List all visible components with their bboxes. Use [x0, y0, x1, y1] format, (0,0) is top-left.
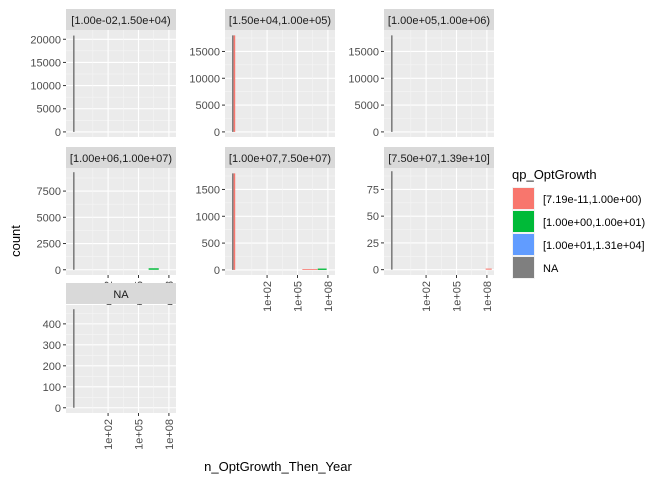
y-tick-label: 500: [202, 238, 220, 250]
y-tick-label: 10000: [30, 81, 61, 93]
x-tick-label: 1e+08: [323, 281, 335, 312]
facet-strip-label: [1.00e+05,1.00e+06): [388, 15, 490, 27]
y-tick-label: 15000: [189, 46, 220, 58]
x-tick-label: 1e+08: [164, 419, 176, 450]
legend-item: [1.00e+00,1.00e+01): [512, 210, 645, 233]
histogram-bar: [233, 35, 236, 132]
legend-label: [1.00e+00,1.00e+01): [543, 217, 645, 229]
y-tick-label: 25: [367, 238, 379, 250]
y-tick-label: 20000: [30, 34, 61, 46]
x-tick-label: 1e+05: [292, 281, 304, 312]
legend-swatch: [513, 211, 534, 232]
y-tick-label: 0: [55, 403, 61, 415]
legend-swatch: [513, 257, 534, 278]
y-tick-label: 1500: [196, 184, 220, 196]
y-axis-title: count: [8, 225, 23, 257]
y-tick-label: 0: [55, 265, 61, 277]
facet-strip: [66, 283, 176, 304]
y-tick-label: 400: [43, 319, 61, 331]
facet-strip-label: [1.00e+07,7.50e+07): [229, 153, 331, 165]
facet-strip: [66, 9, 176, 30]
x-tick-label: 1e+08: [482, 281, 494, 312]
y-tick-label: 15000: [30, 57, 61, 69]
y-tick-label: 2500: [37, 239, 61, 251]
facet-panel: [7.50e+07,1.39e+10] 0 25 50 75 1e+02 1e+05 1e+0…: [367, 147, 494, 312]
facet-panel: [1.00e-02,1.50e+04) 0 5000 10000 15000 20000: [30, 9, 176, 139]
legend-item: [1.00e+01,1.31e+04]: [512, 233, 645, 256]
histogram-bar: [485, 268, 492, 270]
y-tick-label: 10000: [189, 73, 220, 85]
y-tick-label: 5000: [196, 100, 220, 112]
facet-strip: [384, 9, 494, 30]
facet-strip: [384, 147, 494, 168]
facet-panel: [1.00e+07,7.50e+07) 0 500 1000 1500 1e+02 1e+0…: [196, 147, 335, 312]
panel-background: [225, 168, 335, 275]
x-tick-label: 1e+05: [451, 281, 463, 312]
histogram-bar: [232, 35, 234, 132]
y-tick-label: 1000: [196, 211, 220, 223]
facet-strip-label: [1.00e+06,1.00e+07): [70, 153, 172, 165]
x-tick-label: 1e+02: [262, 281, 274, 312]
facet-panel: [1.50e+04,1.00e+05) 0 5000 10000 15000: [189, 9, 335, 139]
histogram-bar: [232, 173, 234, 270]
y-tick-label: 100: [43, 382, 61, 394]
histogram-bar: [391, 35, 393, 132]
panel-background: [66, 168, 176, 275]
panel-background: [66, 305, 176, 413]
facet-panel: [1.00e+06,1.00e+07)02500500075001e+021e+…: [37, 147, 176, 312]
y-tick-label: 50: [367, 211, 379, 223]
facet-strip-label: [7.50e+07,1.39e+10]: [388, 153, 490, 165]
y-tick-label: 0: [55, 127, 61, 139]
y-tick-label: 7500: [37, 186, 61, 198]
y-tick-label: 15000: [348, 46, 379, 58]
y-tick-label: 0: [373, 265, 379, 277]
y-tick-label: 75: [367, 184, 379, 196]
legend-label: NA: [543, 263, 559, 275]
legend-label: [1.00e+01,1.31e+04]: [543, 240, 645, 252]
panel-background: [225, 30, 335, 137]
legend-swatch: [513, 188, 534, 209]
panel-background: [66, 30, 176, 137]
legend-title: qp_OptGrowth: [512, 167, 597, 182]
histogram-bar: [73, 172, 75, 270]
y-tick-label: 0: [214, 265, 220, 277]
y-tick-label: 5000: [37, 212, 61, 224]
histogram-bar: [391, 171, 393, 270]
histogram-bar: [233, 173, 236, 270]
legend: qp_OptGrowth [7.19e-11,1.00e+00) [1.00e+0…: [512, 167, 645, 279]
facet-strip: [66, 147, 176, 168]
y-tick-label: 10000: [348, 73, 379, 85]
x-tick-label: 1e+02: [421, 281, 433, 312]
facet-strip-label: NA: [113, 289, 129, 301]
y-tick-label: 0: [214, 127, 220, 139]
facet-strip: [225, 147, 335, 168]
panel-background: [384, 168, 494, 275]
y-tick-label: 5000: [355, 100, 379, 112]
legend-item: [7.19e-11,1.00e+00): [512, 187, 642, 210]
x-tick-label: 1e+02: [103, 419, 115, 450]
histogram-bar: [317, 268, 327, 270]
histogram-bar: [73, 309, 75, 408]
panel-background: [384, 30, 494, 137]
x-tick-label: 1e+05: [133, 419, 145, 450]
facet-panels: [1.00e-02,1.50e+04)05000100001500020000[…: [30, 9, 494, 450]
x-axis-title: n_OptGrowth_Then_Year: [204, 459, 352, 474]
facet-panel: NA 0 100 200 300 400 1e+02 1e+05 1e+08: [43, 283, 176, 450]
histogram-bar: [148, 268, 159, 270]
legend-item: NA: [512, 256, 559, 279]
y-tick-label: 200: [43, 361, 61, 373]
legend-swatch: [513, 234, 534, 255]
facet-strip-label: [1.00e-02,1.50e+04): [71, 15, 170, 27]
y-tick-label: 5000: [37, 104, 61, 116]
facet-strip: [225, 9, 335, 30]
y-tick-label: 0: [373, 127, 379, 139]
y-tick-label: 300: [43, 340, 61, 352]
facet-strip-label: [1.50e+04,1.00e+05): [229, 15, 331, 27]
histogram-bar: [302, 269, 318, 270]
legend-label: [7.19e-11,1.00e+00): [543, 194, 642, 206]
facet-panel: [1.00e+05,1.00e+06) 0 5000 10000 15000: [348, 9, 494, 139]
histogram-bar: [73, 35, 75, 132]
